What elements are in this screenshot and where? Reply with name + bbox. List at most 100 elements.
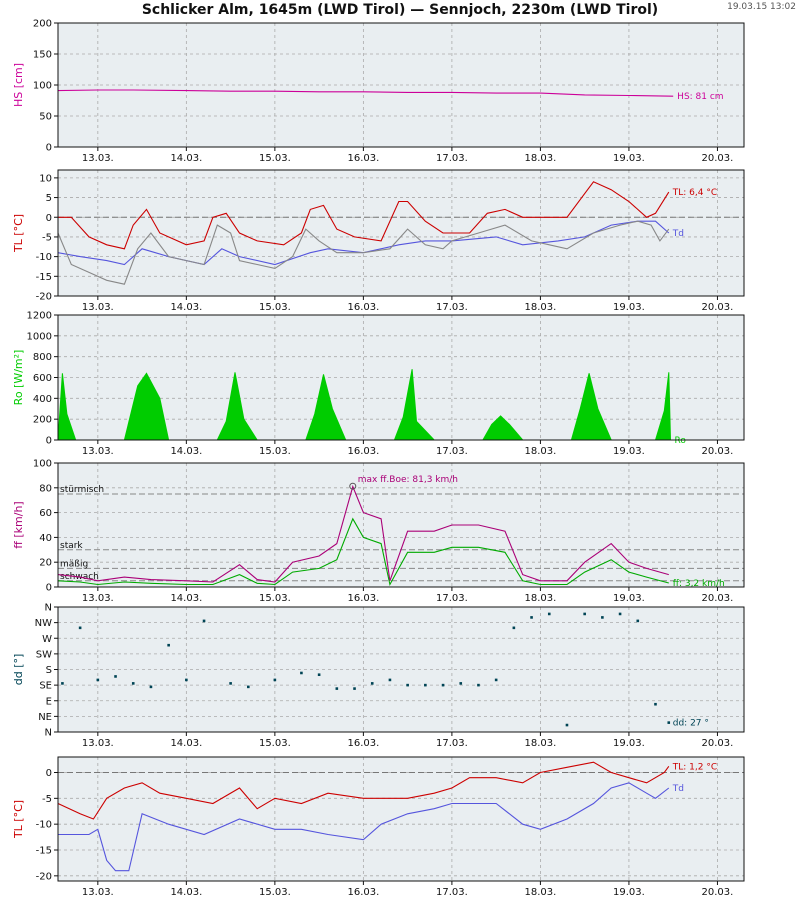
data-point xyxy=(96,678,100,682)
data-point xyxy=(335,687,339,690)
x-tick-label: 20.03. xyxy=(702,302,734,313)
y-tick-label: 50 xyxy=(39,112,52,123)
x-tick-label: 14.03. xyxy=(170,153,202,164)
data-point xyxy=(565,723,569,727)
x-tick-label: 17.03. xyxy=(436,153,468,164)
x-tick-label: 13.03. xyxy=(82,153,114,164)
x-tick-label: 13.03. xyxy=(82,593,114,604)
x-tick-label: 17.03. xyxy=(436,738,468,749)
y-tick-label: N xyxy=(45,603,52,614)
series-line xyxy=(58,782,670,872)
x-tick-label: 16.03. xyxy=(347,153,379,164)
x-tick-label: 15.03. xyxy=(259,446,291,457)
y-axis-label: Ro [W/m²] xyxy=(12,350,25,406)
series-line xyxy=(58,181,670,250)
data-point xyxy=(601,616,604,619)
x-tick-label: 17.03. xyxy=(436,446,468,457)
y-tick-label: 20 xyxy=(39,558,52,569)
plot-background xyxy=(58,757,744,881)
y-tick-label: NW xyxy=(35,618,52,629)
plot-frame xyxy=(57,169,745,297)
data-point xyxy=(167,643,170,647)
plot-frame xyxy=(57,314,745,441)
y-axis-label: TL [°C] xyxy=(12,214,25,253)
series-label: ff: 3,2 km/h xyxy=(673,579,725,589)
x-tick-label: 17.03. xyxy=(436,887,468,898)
series-line xyxy=(57,220,670,285)
timestamp: 19.03.15 13:02 xyxy=(727,2,796,12)
plot-frame xyxy=(57,606,745,733)
data-point xyxy=(530,616,533,619)
x-tick-label: 16.03. xyxy=(347,593,379,604)
x-tick-label: 14.03. xyxy=(170,593,202,604)
y-axis-label: dd [°] xyxy=(12,654,25,686)
series-area xyxy=(57,369,671,441)
y-tick-label: -5 xyxy=(42,794,52,805)
data-point xyxy=(61,682,64,685)
x-tick-label: 17.03. xyxy=(436,302,468,313)
series-label: Td xyxy=(672,229,684,239)
plot-background xyxy=(58,170,744,296)
x-tick-label: 19.03. xyxy=(613,593,645,604)
x-tick-label: 15.03. xyxy=(259,887,291,898)
data-point xyxy=(185,678,188,682)
data-point xyxy=(273,678,277,682)
y-tick-label: 400 xyxy=(33,394,52,405)
x-tick-label: 19.03. xyxy=(613,446,645,457)
y-tick-label: 100 xyxy=(33,459,52,470)
y-tick-label: W xyxy=(42,634,52,645)
data-point xyxy=(202,619,206,623)
series-label: TL: 1,2 °C xyxy=(672,762,717,772)
max-gust-label: max ff.Boe: 81,3 km/h xyxy=(358,475,458,485)
y-tick-label: 200 xyxy=(33,19,52,30)
data-point xyxy=(618,612,622,616)
y-axis-label: ff [km/h] xyxy=(12,501,25,548)
x-tick-label: 13.03. xyxy=(82,738,114,749)
y-tick-label: 1200 xyxy=(27,311,52,322)
data-point xyxy=(477,683,480,687)
y-axis-label: TL [°C] xyxy=(12,800,25,839)
snow-height-panel: 0 50 100 150 200 13.03. 14.03. 15.03. 16.03. 17.0… xyxy=(12,19,745,164)
series-line xyxy=(57,517,669,587)
y-tick-label: 5 xyxy=(46,193,52,204)
wind-direction-panel: N NE E SE S SW W NW N 13.03. 14.03. 15.03. 16.03. 17.… xyxy=(12,603,745,749)
data-point xyxy=(583,612,586,616)
x-tick-label: 13.03. xyxy=(82,446,114,457)
data-point xyxy=(494,678,498,682)
x-tick-label: 13.03. xyxy=(82,302,114,313)
x-tick-label: 20.03. xyxy=(702,887,734,898)
y-tick-label: 0 xyxy=(46,213,52,224)
y-tick-label: 150 xyxy=(33,50,52,61)
y-tick-label: S xyxy=(46,665,52,676)
y-tick-label: 80 xyxy=(39,483,52,494)
data-point xyxy=(441,683,445,687)
x-tick-label: 19.03. xyxy=(613,302,645,313)
x-tick-label: 18.03. xyxy=(525,887,557,898)
x-tick-label: 18.03. xyxy=(525,153,557,164)
series-line xyxy=(57,484,669,583)
data-point xyxy=(78,626,82,630)
x-tick-label: 20.03. xyxy=(702,446,734,457)
x-tick-label: 19.03. xyxy=(613,887,645,898)
y-tick-label: 200 xyxy=(33,415,52,426)
data-point xyxy=(547,612,551,616)
data-point xyxy=(636,619,640,623)
y-tick-label: SE xyxy=(39,681,52,692)
data-point xyxy=(654,702,657,706)
max-gust-marker xyxy=(349,482,357,490)
plot-frame xyxy=(57,756,745,882)
y-tick-label: 10 xyxy=(39,173,52,184)
y-tick-label: NE xyxy=(38,712,52,723)
radiation-panel: 0 200 400 600 800 1000 1200 13.03. 14.03. 15.03. 1… xyxy=(12,311,745,457)
data-point xyxy=(247,685,250,689)
data-point xyxy=(317,673,321,677)
y-tick-label: -15 xyxy=(36,846,52,857)
series-label: Ro xyxy=(675,436,687,446)
y-tick-label: -15 xyxy=(36,272,52,283)
y-tick-label: 100 xyxy=(33,81,52,92)
y-tick-label: -10 xyxy=(36,252,52,263)
x-tick-label: 14.03. xyxy=(170,302,202,313)
x-tick-label: 18.03. xyxy=(525,738,557,749)
plot-background xyxy=(58,463,744,587)
